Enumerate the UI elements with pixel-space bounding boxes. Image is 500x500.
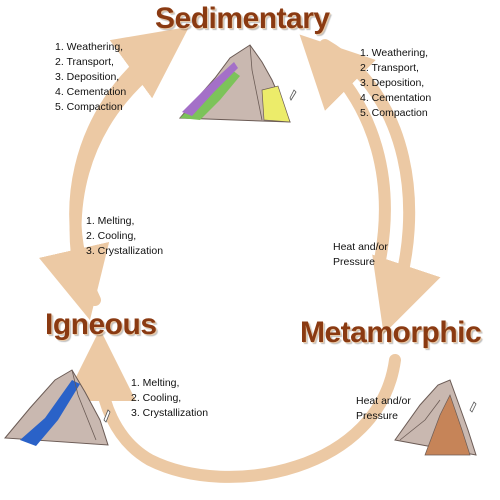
meta-process-upper: Heat and/or Pressure [333, 240, 388, 270]
step-item: 1. Weathering, [55, 41, 124, 53]
ign-process-upper: 1. Melting, 2. Cooling, 3. Crystallizati… [86, 214, 163, 259]
note-line: Heat and/or [333, 241, 388, 253]
sed-process-right: 1. Weathering, 2. Transport, 3. Depositi… [360, 46, 431, 121]
arrow-metamorphic-to-sedimentary [299, 34, 391, 266]
step-item: 5. Compaction [55, 101, 123, 113]
sed-process-left: 1. Weathering, 2. Transport, 3. Depositi… [55, 40, 126, 115]
note-line: Pressure [333, 256, 376, 268]
step-item: 3. Crystallization [86, 245, 164, 257]
step-item: 2. Transport, [55, 56, 114, 68]
step-item: 1. Melting, [86, 215, 135, 227]
ign-process-lower: 1. Melting, 2. Cooling, 3. Crystallizati… [131, 376, 208, 421]
metamorphic-rock-icon [394, 379, 477, 456]
step-item: 3. Crystallization [131, 407, 209, 419]
meta-process-lower: Heat and/or Pressure [356, 394, 411, 424]
step-item: 2. Cooling, [86, 230, 137, 242]
sedimentary-title: Sedimentary [155, 2, 330, 35]
note-line: Heat and/or [356, 395, 411, 407]
step-item: 3. Deposition, [360, 77, 425, 89]
step-item: 4. Cementation [360, 92, 432, 104]
step-item: 2. Transport, [360, 62, 419, 74]
note-line: Pressure [356, 410, 399, 422]
step-item: 4. Cementation [55, 86, 127, 98]
metamorphic-title: Metamorphic [300, 316, 482, 349]
igneous-rock-icon [3, 369, 111, 446]
step-item: 1. Weathering, [360, 47, 429, 59]
step-item: 3. Deposition, [55, 71, 120, 83]
step-item: 1. Melting, [131, 377, 180, 389]
arrow-sedimentary-to-igneous [38, 64, 156, 321]
igneous-title: Igneous [45, 308, 157, 341]
sedimentary-rock-icon [178, 44, 297, 123]
step-item: 2. Cooling, [131, 392, 182, 404]
step-item: 5. Compaction [360, 107, 428, 119]
